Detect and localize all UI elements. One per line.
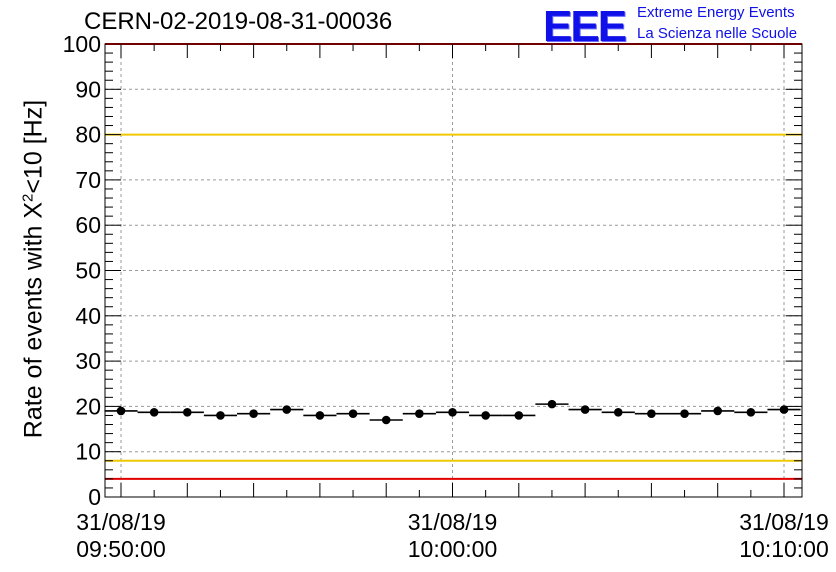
logo-line-1: Extreme Energy Events [637,4,795,21]
point-marker [183,407,192,417]
data-point [568,405,602,414]
y-tick-label: 70 [75,167,101,193]
data-point [767,405,801,414]
point-marker [613,407,623,417]
x-tick-label-time: 10:10:00 [739,536,829,562]
data-point [237,409,271,418]
x-tick-label-time: 10:00:00 [408,536,498,562]
data-point [270,405,304,414]
point-marker [282,405,292,414]
logo-line-2: La Scienza nelle Scuole [637,25,798,42]
data-point [667,409,702,418]
y-axis-label-tail: <10 [Hz] [19,99,48,194]
point-marker [315,411,325,420]
x-tick-label-time: 09:50:00 [76,536,166,562]
point-marker [680,409,689,418]
y-axis-label-sup: 2 [19,193,37,202]
data-points [104,399,801,425]
data-point [402,409,436,418]
point-marker [746,407,756,417]
y-tick-label: 0 [88,484,101,510]
data-point [137,407,171,417]
data-point [535,399,569,409]
y-axis-label-main: Rate of events with X [19,201,48,439]
y-tick-label: 20 [75,393,101,419]
point-marker [116,406,126,416]
point-marker [481,411,490,420]
point-marker [348,409,358,418]
point-marker [149,407,159,417]
x-tick-label-date: 31/08/19 [739,509,829,535]
data-point [469,411,503,420]
data-point [435,407,470,417]
y-tick-label: 60 [75,212,101,238]
data-point [203,411,238,420]
point-marker [381,415,391,425]
data-point [634,409,668,418]
run-title: CERN-02-2019-08-31-00036 [84,8,393,35]
data-point [170,407,204,417]
eee-logo: EEE [543,2,627,51]
point-marker [216,411,225,420]
x-tick-label-date: 31/08/19 [76,509,166,535]
data-point [601,407,635,417]
data-point [336,409,370,418]
data-point [303,411,337,420]
data-point [502,411,536,420]
y-tick-label: 80 [75,122,101,148]
y-tick-label: 40 [75,303,101,329]
point-marker [547,399,557,409]
data-point [104,406,138,416]
x-tick-labels: 31/08/1909:50:0031/08/1910:00:0031/08/19… [76,509,829,562]
y-tick-labels: 0 10 20 30 40 50 60 70 80 90 100 [63,31,101,510]
y-tick-label: 100 [63,31,101,57]
y-axis-label: Rate of events with X2<10 [Hz] [19,100,48,438]
point-marker [713,406,722,416]
data-point [701,406,735,416]
point-marker [448,407,457,417]
point-marker [514,411,524,420]
grid-lines [105,44,802,497]
point-marker [249,409,258,418]
x-tick-label-date: 31/08/19 [408,509,498,535]
point-marker [580,405,590,414]
y-tick-label: 90 [75,76,101,102]
y-tick-label: 50 [75,258,101,284]
point-marker [779,405,789,414]
y-tick-label: 30 [75,348,101,374]
point-marker [415,409,424,418]
data-point [369,415,403,425]
y-tick-label: 10 [75,439,101,465]
axis-ticks [105,43,802,498]
point-marker [647,409,656,418]
data-point [734,407,768,417]
